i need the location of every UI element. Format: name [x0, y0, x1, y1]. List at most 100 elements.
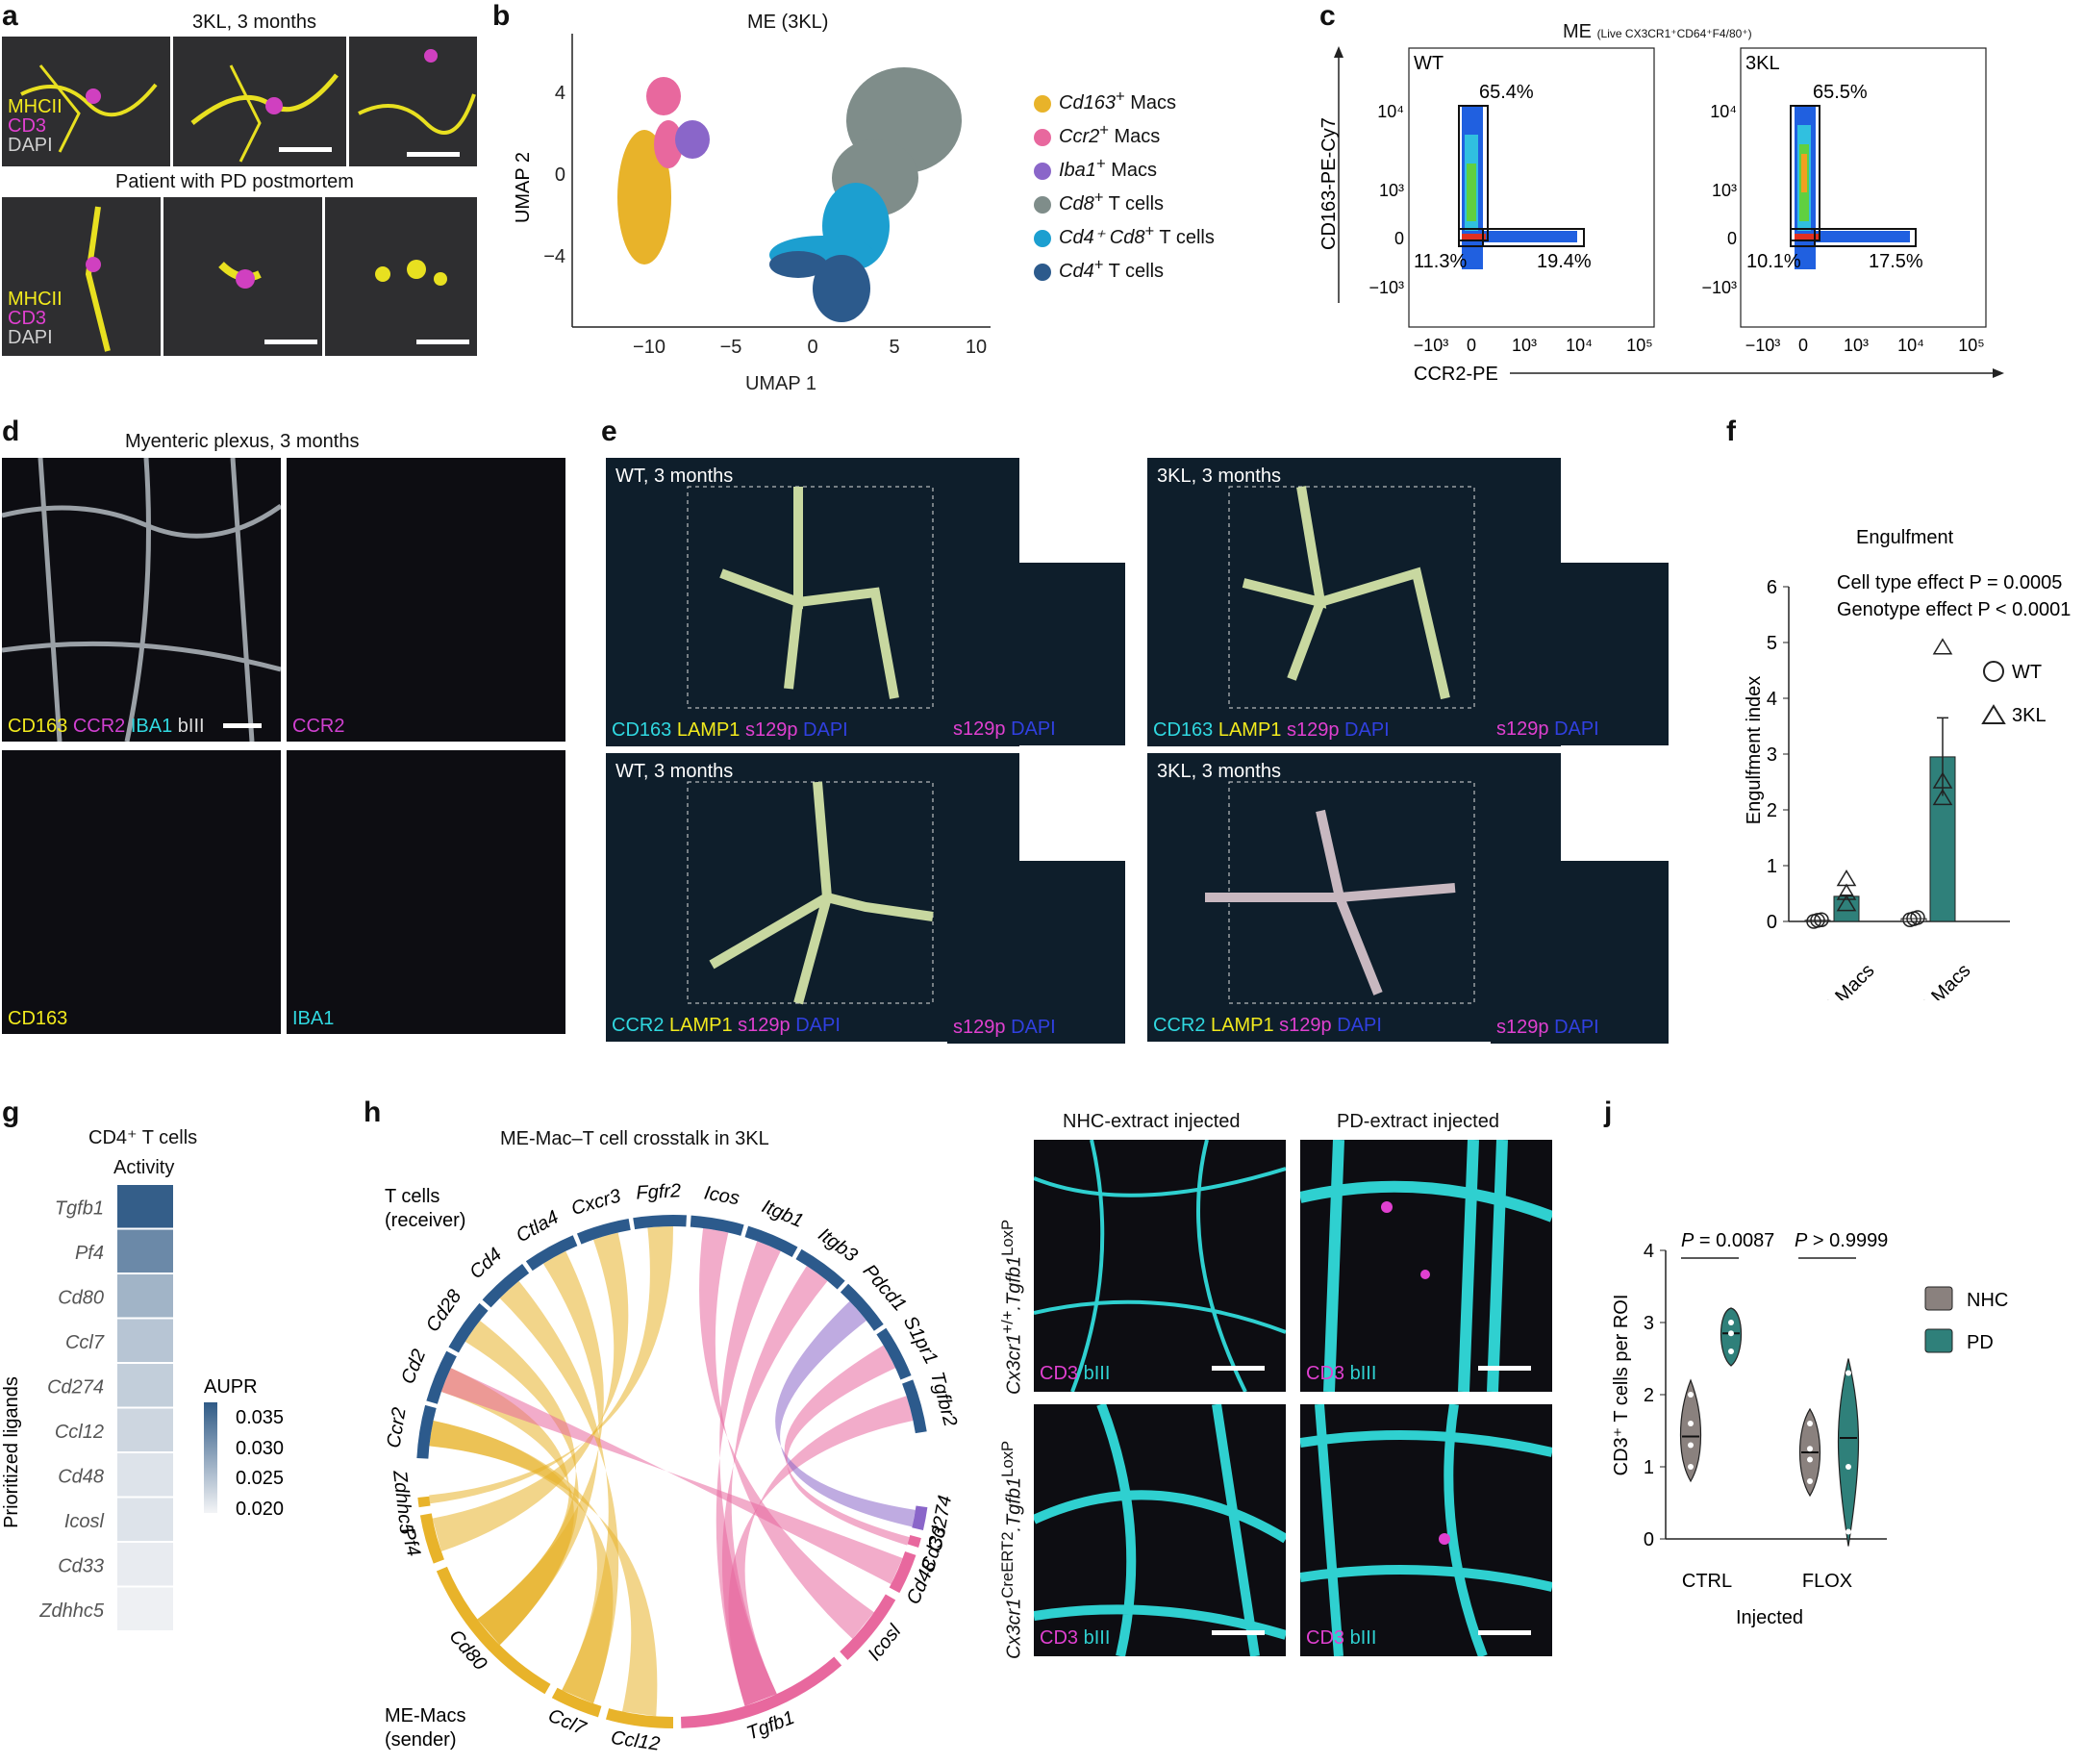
f-legend-3kl-marker — [1981, 704, 2006, 724]
h-receptor-label-cd2: Cd2 — [397, 1347, 430, 1387]
a-label-mhcii: MHCII — [8, 96, 63, 117]
micro-i-4: CD3 bIII — [1300, 1404, 1552, 1656]
micro-a-5 — [163, 197, 322, 356]
f-point-3kl — [1836, 869, 1857, 887]
h-ribbon-pf4-cxcr3 — [432, 1232, 629, 1552]
g-ligand-label-cd274: Cd274 — [47, 1376, 104, 1398]
a-label-mhcii-2: MHCII — [8, 289, 63, 310]
a-label-cd3: CD3 — [8, 115, 47, 137]
j-ytick-label: 4 — [1644, 1241, 1654, 1262]
svg-text:−10³: −10³ — [1414, 336, 1449, 355]
f-ytick-label: 0 — [1767, 912, 1777, 933]
h-receiver-1: T cells — [385, 1186, 439, 1207]
f-stat2: Genotype effect P < 0.0001 — [1837, 599, 2071, 620]
h-receptor-arc-fgfr2 — [633, 1215, 687, 1230]
h-ligand-arc-cd48 — [889, 1551, 916, 1594]
h-receptor-label-ccr2: Ccr2 — [383, 1406, 410, 1449]
umap-ytick-0: 0 — [555, 164, 565, 186]
micro-e-2-inset: s129p DAPI — [1491, 563, 1669, 745]
h-receptor-label-itgb3: Itgb3 — [815, 1224, 862, 1267]
g-colorbar-title: AUPR — [204, 1376, 258, 1398]
svg-text:0.025: 0.025 — [236, 1468, 284, 1489]
svg-text:10³: 10³ — [1512, 336, 1537, 355]
j-legend-pd-swatch — [1924, 1328, 1953, 1353]
h-title: ME-Mac–T cell crosstalk in 3KL — [500, 1128, 769, 1149]
j-cat-1: FLOX — [1802, 1571, 1852, 1592]
engulfment-chart: Engulfment Cell type effect P = 0.0005 G… — [1744, 527, 2071, 1000]
h-receptor-label-cxcr3: Cxcr3 — [569, 1186, 623, 1221]
h-ligand-arc-cd33 — [907, 1534, 921, 1548]
micro-d-merge: CD163 CCR2 IBA1 bIII — [2, 458, 281, 742]
micro-e-1-inset: s129p DAPI — [947, 563, 1125, 745]
umap-legend-item-1: Ccr2+ Macs — [1034, 120, 1215, 154]
panel-letter-a: a — [2, 0, 18, 32]
h-receptor-arc-cd2 — [426, 1350, 457, 1404]
g-ylabel: Prioritized ligands — [1, 1376, 22, 1528]
j-point — [1807, 1456, 1813, 1463]
umap-legend: Cd163+ Macs Ccr2+ Macs Iba1+ Macs Cd8+ T… — [1034, 87, 1215, 289]
f-point-3kl — [1932, 771, 1953, 789]
h-receptor-arc-pdcd1 — [840, 1283, 884, 1331]
a-label-dapi: DAPI — [8, 135, 53, 156]
flow-xlabel: CCR2-PE — [1414, 364, 1498, 385]
g-ligand-label-cd33: Cd33 — [58, 1555, 104, 1576]
j-pval-1: P > 0.9999 — [1795, 1230, 1888, 1251]
f-ytick-label: 4 — [1767, 689, 1777, 710]
h-ribbon-cd33-s1pr1 — [784, 1345, 910, 1546]
j-point — [1807, 1478, 1813, 1484]
svg-text:0: 0 — [1467, 336, 1476, 355]
f-point-3kl — [1932, 788, 1953, 806]
g-cell-cd274 — [117, 1364, 173, 1407]
j-cat-0: CTRL — [1682, 1571, 1732, 1592]
i-row-label-1: Cx3cr1CreERT2.Tgfb1LoxP — [998, 1440, 1025, 1659]
g-cell-zdhhc5 — [117, 1587, 173, 1630]
h-ligand-arc-cd80 — [436, 1566, 551, 1695]
umap-xlabel: UMAP 1 — [745, 373, 816, 394]
svg-text:10³: 10³ — [1844, 336, 1869, 355]
svg-text:0.035: 0.035 — [236, 1407, 284, 1428]
h-sender-1: ME-Macs — [385, 1705, 465, 1726]
flow-plot-3kl: 3KL 65.5% 10.1% 17.5% 10⁴ 10³ 0 −10³ −10… — [1701, 47, 1987, 355]
flow-ylabel: CD163-PE-Cy7 — [1318, 117, 1340, 250]
h-receptor-label-itgb1: Itgb1 — [759, 1196, 807, 1232]
flow-3kl-right: 17.5% — [1869, 251, 1923, 272]
umap-ylabel: UMAP 2 — [513, 152, 534, 223]
h-receptor-label-ctla4: Ctla4 — [513, 1207, 563, 1247]
micro-a-6 — [325, 197, 477, 356]
flow-3kl-name: 3KL — [1745, 53, 1780, 74]
panel-letter-g: g — [2, 1096, 20, 1128]
flow-3kl-top: 65.5% — [1813, 82, 1868, 103]
g-cell-ccl7 — [117, 1319, 173, 1362]
flow-wt-top: 65.4% — [1479, 82, 1534, 103]
f-ylabel: Engulfment index — [1744, 676, 1765, 825]
f-stat1: Cell type effect P = 0.0005 — [1837, 572, 2062, 593]
umap-legend-item-2: Iba1+ Macs — [1034, 154, 1215, 188]
svg-text:−10³: −10³ — [1368, 278, 1404, 297]
f-point-3kl — [1932, 638, 1953, 655]
micro-e-3-inset: s129p DAPI — [947, 861, 1125, 1044]
g-cell-cd33 — [117, 1543, 173, 1586]
h-receptor-arc-ccr2 — [416, 1404, 437, 1459]
panel-a-title-top: 3KL, 3 months — [192, 12, 316, 33]
svg-text:10⁴: 10⁴ — [1377, 102, 1404, 121]
a-label-cd3-2: CD3 — [8, 308, 47, 329]
umap-xtick-0: 0 — [807, 337, 817, 358]
g-ligand-label-zdhhc5: Zdhhc5 — [38, 1600, 105, 1622]
g-colorbar — [204, 1402, 217, 1513]
g-cell-icosl — [117, 1498, 173, 1541]
g-ligand-label-icosl: Icosl — [64, 1511, 105, 1532]
j-ylabel: CD3⁺ T cells per ROI — [1611, 1295, 1632, 1476]
j-xlabel: Injected — [1736, 1607, 1803, 1628]
h-ribbon-ccl7-cd4 — [499, 1280, 619, 1704]
svg-text:0: 0 — [1798, 336, 1808, 355]
j-point — [1845, 1528, 1851, 1535]
j-ytick-label: 3 — [1644, 1313, 1654, 1334]
j-point — [1845, 1464, 1851, 1470]
umap-ytick-m4: −4 — [543, 246, 565, 267]
umap-plot: 4 0 −4 −10 −5 0 5 10 UMAP 1 UMAP 2 — [513, 34, 991, 394]
svg-text:−10³: −10³ — [1745, 336, 1781, 355]
h-ligand-label-ccl12: Ccl12 — [610, 1727, 662, 1755]
panel-letter-e: e — [601, 416, 617, 447]
umap-ytick-4: 4 — [555, 83, 565, 104]
j-pval-0: P = 0.0087 — [1681, 1230, 1774, 1251]
